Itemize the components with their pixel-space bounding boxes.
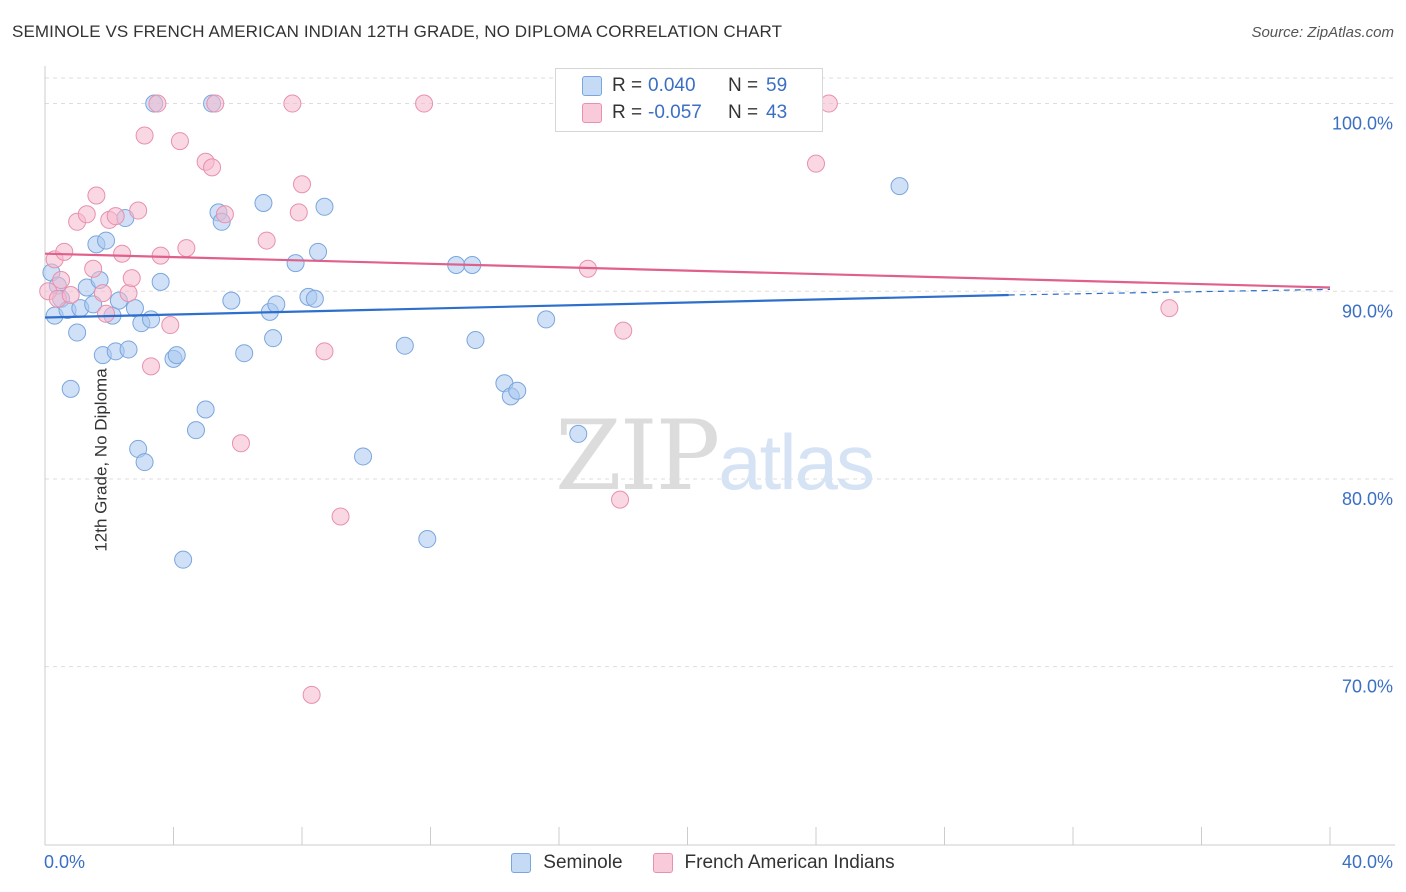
seminole-point (68, 323, 87, 342)
y-axis-label: 12th Grade, No Diploma (91, 368, 111, 552)
seminole-point (254, 194, 273, 213)
seminole-trend-line (44, 293, 1009, 319)
french-point (122, 269, 141, 288)
french-point (611, 490, 630, 509)
seminole-point (151, 272, 170, 291)
french-point (106, 207, 125, 226)
seminole-point (466, 331, 485, 350)
y-tick-label: 90.0% (1342, 301, 1393, 321)
seminole-n-value: 59 (766, 75, 788, 96)
french-point (614, 321, 633, 340)
french-r-value: -0.057 (648, 102, 702, 123)
seminole-point (174, 550, 193, 569)
french-point (97, 304, 116, 323)
x-tick-max: 40.0% (1341, 852, 1393, 872)
seminole-point (286, 254, 305, 273)
french-trend-line (44, 252, 1331, 289)
french-point (77, 205, 96, 224)
french-point (203, 158, 222, 177)
seminole-swatch (582, 76, 602, 96)
legend-row-french: R = -0.057 N = 43 (582, 101, 787, 125)
seminole-point (890, 177, 909, 196)
seminole-point (537, 310, 556, 329)
y-tick-label: 70.0% (1342, 677, 1393, 697)
french-point (113, 244, 132, 263)
seminole-point (196, 400, 215, 419)
french-point (129, 201, 148, 220)
r-label: R = (612, 102, 643, 123)
french-point (283, 94, 302, 113)
french-point (170, 132, 189, 151)
legend-item-seminole[interactable]: Seminole (511, 852, 623, 874)
y-tick-label: 80.0% (1342, 489, 1393, 509)
french-point (135, 126, 154, 145)
seminole-point (267, 295, 286, 314)
french-point (293, 175, 311, 194)
french-swatch (582, 103, 602, 123)
x-tick-min: 0.0% (44, 852, 86, 872)
french-point (315, 342, 334, 361)
legend-row-seminole: R = 0.040 N = 59 (582, 74, 787, 98)
n-label: N = (728, 102, 759, 123)
french-point (1160, 299, 1179, 318)
french-point (807, 154, 825, 173)
series-legend: Seminole French American Indians (0, 852, 1406, 874)
seminole-point (315, 197, 334, 216)
seminole-point (135, 453, 154, 472)
seminole-point (395, 336, 414, 355)
seminole-point (309, 242, 328, 261)
seminole-point (354, 447, 373, 466)
french-point (302, 685, 321, 704)
french-point (142, 357, 161, 376)
seminole-point (264, 329, 283, 348)
seminole-legend-swatch (511, 853, 532, 873)
seminole-r-value: 0.040 (648, 75, 696, 96)
french-point (257, 231, 276, 250)
chart-title: SEMINOLE VS FRENCH AMERICAN INDIAN 12TH … (12, 22, 783, 41)
french-point (119, 284, 138, 303)
french-point (61, 286, 80, 305)
french-point (52, 270, 71, 289)
seminole-point (235, 344, 254, 363)
seminole-point (119, 340, 138, 359)
seminole-point (418, 530, 437, 549)
french-point (215, 205, 234, 224)
french-point (289, 203, 308, 222)
french-point (331, 507, 350, 526)
seminole-point (186, 421, 205, 440)
seminole-trend-extension (1008, 288, 1331, 296)
french-point (55, 242, 74, 261)
seminole-point (508, 381, 527, 400)
seminole-point (125, 299, 144, 318)
french-point (231, 434, 250, 453)
french-legend-label: French American Indians (684, 852, 895, 873)
seminole-point (97, 231, 116, 250)
source-label: Source: ZipAtlas.com (1251, 24, 1394, 41)
stats-legend: R = 0.040 N = 59 R = -0.057 N = 43 (555, 68, 823, 132)
french-point (415, 94, 434, 113)
legend-item-french[interactable]: French American Indians (652, 852, 895, 874)
french-point (93, 284, 112, 303)
n-label: N = (728, 75, 759, 96)
seminole-point (167, 346, 186, 365)
y-tick-label: 100.0% (1332, 114, 1393, 134)
french-point (161, 316, 180, 335)
french-point (84, 259, 103, 278)
r-label: R = (612, 75, 643, 96)
seminole-legend-label: Seminole (543, 852, 623, 873)
french-point (177, 239, 196, 258)
french-point (148, 94, 167, 113)
french-point (87, 186, 106, 205)
seminole-point (222, 291, 241, 310)
french-n-value: 43 (766, 102, 788, 123)
french-point (206, 94, 225, 113)
seminole-point (142, 310, 161, 329)
french-legend-swatch (652, 853, 673, 873)
seminole-point (61, 379, 80, 398)
seminole-point (305, 289, 324, 308)
seminole-point (569, 424, 588, 443)
